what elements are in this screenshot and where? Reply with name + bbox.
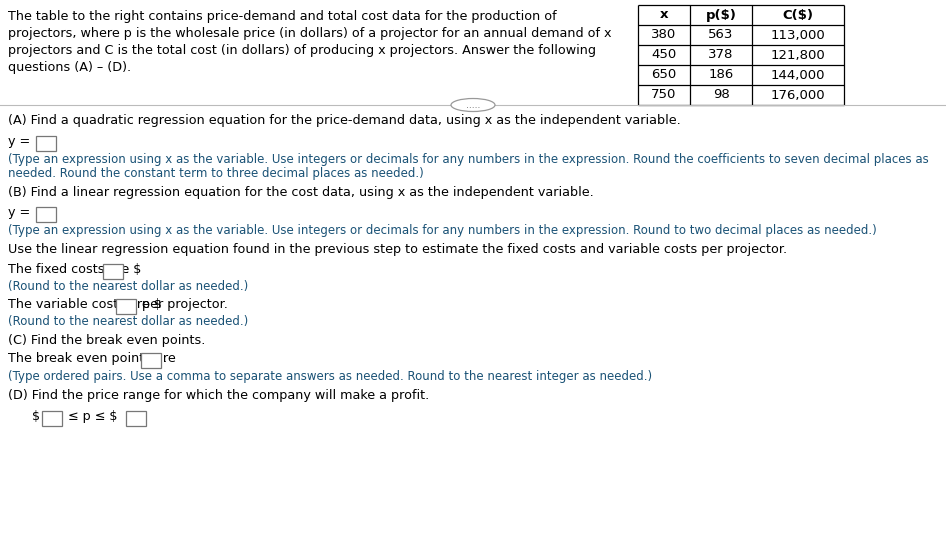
Text: ≤ p ≤ $: ≤ p ≤ $: [64, 410, 117, 423]
Text: .: .: [163, 352, 167, 365]
Text: (D) Find the price range for which the company will make a profit.: (D) Find the price range for which the c…: [8, 389, 429, 402]
Text: x: x: [659, 8, 668, 21]
Text: 113,000: 113,000: [771, 29, 825, 41]
Text: (Type an expression using x as the variable. Use integers or decimals for any nu: (Type an expression using x as the varia…: [8, 224, 877, 237]
Text: The table to the right contains price-demand and total cost data for the product: The table to the right contains price-de…: [8, 10, 556, 23]
Text: .: .: [125, 263, 129, 276]
Text: 378: 378: [709, 48, 734, 62]
Text: The fixed costs are $: The fixed costs are $: [8, 263, 141, 276]
FancyBboxPatch shape: [36, 136, 56, 151]
Text: 750: 750: [651, 89, 676, 101]
Text: 98: 98: [712, 89, 729, 101]
Text: 144,000: 144,000: [771, 68, 825, 82]
Text: (C) Find the break even points.: (C) Find the break even points.: [8, 334, 205, 347]
Text: projectors, where p is the wholesale price (in dollars) of a projector for an an: projectors, where p is the wholesale pri…: [8, 27, 611, 40]
Text: 186: 186: [709, 68, 734, 82]
Text: 450: 450: [652, 48, 676, 62]
Text: The break even points are: The break even points are: [8, 352, 176, 365]
Text: Use the linear regression equation found in the previous step to estimate the fi: Use the linear regression equation found…: [8, 243, 787, 256]
Text: p($): p($): [706, 8, 736, 21]
FancyBboxPatch shape: [103, 264, 123, 279]
Text: 176,000: 176,000: [771, 89, 825, 101]
Text: questions (A) – (D).: questions (A) – (D).: [8, 61, 131, 74]
Text: 563: 563: [709, 29, 734, 41]
Text: y =: y =: [8, 206, 30, 219]
Text: (A) Find a quadratic regression equation for the price-demand data, using x as t: (A) Find a quadratic regression equation…: [8, 114, 681, 127]
Text: y =: y =: [8, 135, 30, 148]
Text: (Round to the nearest dollar as needed.): (Round to the nearest dollar as needed.): [8, 315, 248, 328]
Text: $: $: [32, 410, 40, 423]
Text: (Type an expression using x as the variable. Use integers or decimals for any nu: (Type an expression using x as the varia…: [8, 153, 929, 166]
Text: C($): C($): [782, 8, 814, 21]
FancyBboxPatch shape: [36, 207, 56, 222]
Text: (B) Find a linear regression equation for the cost data, using x as the independ: (B) Find a linear regression equation fo…: [8, 186, 594, 199]
Text: (Round to the nearest dollar as needed.): (Round to the nearest dollar as needed.): [8, 280, 248, 293]
Ellipse shape: [451, 99, 495, 111]
Text: 650: 650: [652, 68, 676, 82]
FancyBboxPatch shape: [42, 411, 62, 426]
Text: 121,800: 121,800: [771, 48, 825, 62]
Text: .....: .....: [465, 100, 481, 110]
FancyBboxPatch shape: [126, 411, 146, 426]
Text: needed. Round the constant term to three decimal places as needed.): needed. Round the constant term to three…: [8, 167, 424, 180]
Text: (Type ordered pairs. Use a comma to separate answers as needed. Round to the nea: (Type ordered pairs. Use a comma to sepa…: [8, 370, 652, 383]
Text: per projector.: per projector.: [138, 298, 228, 311]
Text: 380: 380: [652, 29, 676, 41]
Text: The variable costs are $: The variable costs are $: [8, 298, 162, 311]
FancyBboxPatch shape: [116, 299, 136, 314]
FancyBboxPatch shape: [141, 353, 161, 368]
Text: projectors and C is the total cost (in dollars) of producing x projectors. Answe: projectors and C is the total cost (in d…: [8, 44, 596, 57]
